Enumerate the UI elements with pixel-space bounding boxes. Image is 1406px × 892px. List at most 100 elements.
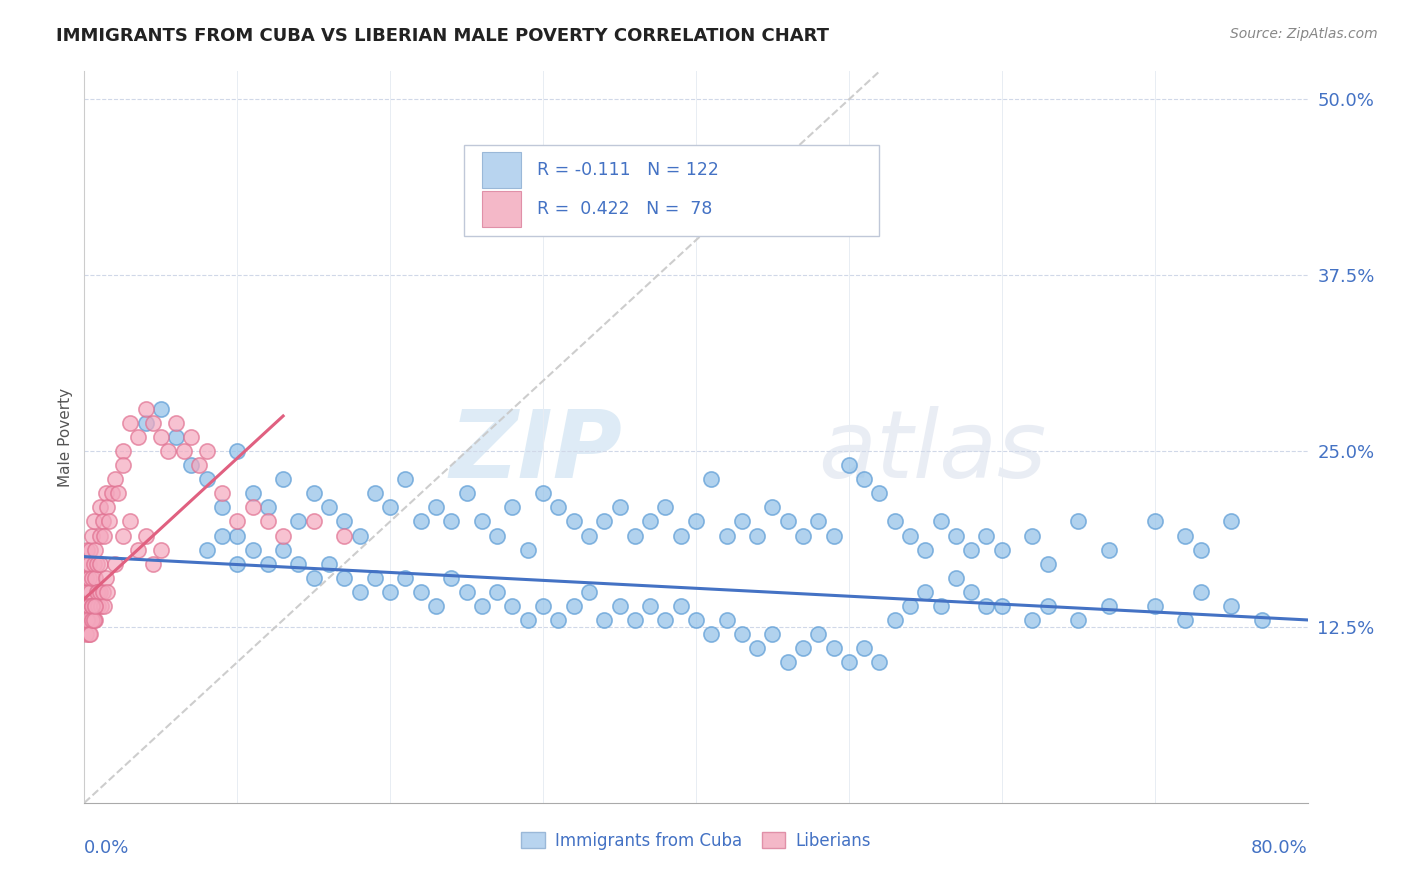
Point bbox=[669, 528, 692, 542]
Point bbox=[624, 613, 647, 627]
Point bbox=[638, 515, 661, 529]
Point bbox=[380, 584, 402, 599]
Point bbox=[89, 528, 111, 542]
Point bbox=[654, 500, 676, 515]
Point bbox=[242, 500, 264, 515]
Point bbox=[226, 557, 249, 571]
Point bbox=[593, 515, 616, 529]
Point bbox=[945, 528, 967, 542]
Point bbox=[1220, 515, 1243, 529]
Point bbox=[838, 458, 860, 473]
Point bbox=[547, 500, 569, 515]
Point bbox=[77, 627, 100, 641]
Point bbox=[1036, 599, 1059, 613]
Point bbox=[142, 416, 165, 430]
Point bbox=[77, 557, 100, 571]
Point bbox=[609, 599, 631, 613]
Point bbox=[716, 528, 738, 542]
Point bbox=[823, 641, 845, 656]
Point bbox=[80, 613, 103, 627]
Legend: Immigrants from Cuba, Liberians: Immigrants from Cuba, Liberians bbox=[515, 825, 877, 856]
Point bbox=[90, 599, 112, 613]
Point bbox=[96, 584, 118, 599]
Point bbox=[531, 599, 554, 613]
Point bbox=[761, 627, 783, 641]
Point bbox=[87, 584, 110, 599]
Point bbox=[578, 584, 600, 599]
Point bbox=[142, 557, 165, 571]
Point bbox=[257, 557, 280, 571]
Point bbox=[609, 500, 631, 515]
Point bbox=[149, 542, 172, 557]
Point bbox=[111, 458, 134, 473]
Point bbox=[195, 542, 218, 557]
Point bbox=[349, 528, 371, 542]
FancyBboxPatch shape bbox=[482, 153, 522, 188]
Point bbox=[456, 584, 478, 599]
Point bbox=[84, 571, 107, 585]
Point bbox=[883, 515, 905, 529]
Point bbox=[94, 486, 117, 500]
Point bbox=[807, 627, 830, 641]
Point bbox=[149, 401, 172, 416]
FancyBboxPatch shape bbox=[482, 191, 522, 227]
Point bbox=[211, 500, 233, 515]
Point bbox=[107, 486, 129, 500]
Point bbox=[135, 528, 157, 542]
Point bbox=[318, 557, 340, 571]
Point bbox=[94, 571, 117, 585]
Point bbox=[83, 613, 105, 627]
Point bbox=[101, 486, 124, 500]
Point bbox=[302, 571, 325, 585]
Point bbox=[747, 528, 769, 542]
Point bbox=[807, 515, 830, 529]
Point bbox=[380, 500, 402, 515]
Point bbox=[898, 528, 921, 542]
Point bbox=[486, 528, 509, 542]
Point bbox=[86, 584, 108, 599]
Point bbox=[853, 472, 876, 486]
Point bbox=[93, 528, 115, 542]
Point bbox=[271, 542, 294, 557]
Point bbox=[1250, 613, 1272, 627]
Point bbox=[883, 613, 905, 627]
Point bbox=[84, 599, 107, 613]
Text: Source: ZipAtlas.com: Source: ZipAtlas.com bbox=[1230, 27, 1378, 41]
Point bbox=[1021, 613, 1043, 627]
Point bbox=[104, 472, 127, 486]
Point bbox=[333, 571, 356, 585]
Point bbox=[394, 571, 416, 585]
Point bbox=[838, 655, 860, 669]
Point bbox=[1067, 515, 1090, 529]
Point bbox=[929, 515, 952, 529]
Point bbox=[654, 613, 676, 627]
Point bbox=[562, 599, 585, 613]
Point bbox=[79, 627, 101, 641]
Point bbox=[578, 528, 600, 542]
Point bbox=[111, 528, 134, 542]
Point bbox=[960, 584, 983, 599]
Point bbox=[97, 515, 120, 529]
Point bbox=[409, 584, 432, 599]
Text: 80.0%: 80.0% bbox=[1251, 839, 1308, 857]
Point bbox=[333, 528, 356, 542]
Point bbox=[79, 613, 101, 627]
Point bbox=[75, 571, 97, 585]
Point bbox=[75, 557, 97, 571]
Point bbox=[685, 613, 707, 627]
Point bbox=[271, 472, 294, 486]
Point bbox=[211, 486, 233, 500]
FancyBboxPatch shape bbox=[464, 145, 880, 235]
Point bbox=[747, 641, 769, 656]
Point bbox=[195, 472, 218, 486]
Point bbox=[1067, 613, 1090, 627]
Point bbox=[89, 584, 111, 599]
Point bbox=[914, 542, 936, 557]
Point bbox=[226, 444, 249, 458]
Point bbox=[188, 458, 211, 473]
Point bbox=[80, 599, 103, 613]
Point bbox=[226, 515, 249, 529]
Point bbox=[75, 627, 97, 641]
Point bbox=[173, 444, 195, 458]
Point bbox=[624, 528, 647, 542]
